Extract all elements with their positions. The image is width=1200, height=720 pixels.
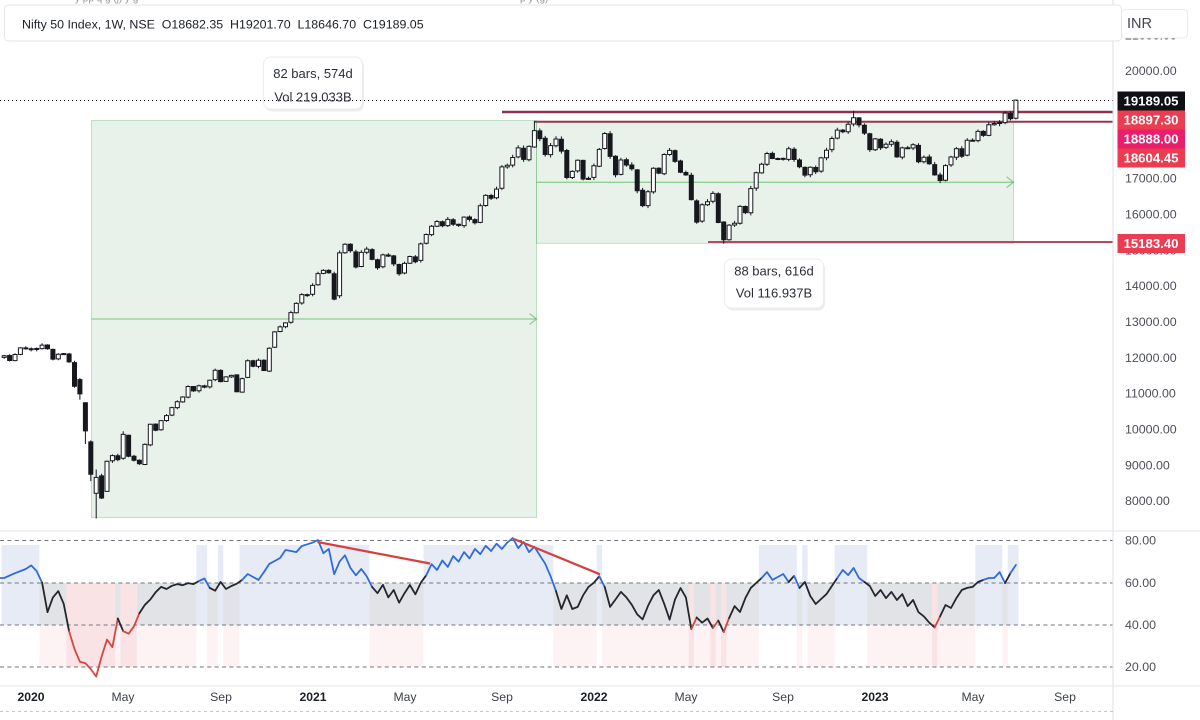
svg-text:82 bars, 574d: 82 bars, 574d: [273, 66, 353, 81]
svg-text:18888.00: 18888.00: [1123, 132, 1178, 147]
svg-text:Vol 116.937B: Vol 116.937B: [736, 286, 812, 301]
svg-text:Sep: Sep: [210, 690, 232, 704]
svg-text:20.00: 20.00: [1125, 660, 1156, 674]
svg-text:12000.00: 12000.00: [1125, 351, 1177, 365]
svg-text:May: May: [961, 690, 985, 704]
svg-text:May: May: [393, 690, 417, 704]
svg-text:16000.00: 16000.00: [1125, 208, 1177, 222]
svg-text:13000.00: 13000.00: [1125, 315, 1177, 329]
svg-text:19189.05: 19189.05: [1123, 94, 1178, 109]
svg-text:15183.40: 15183.40: [1123, 236, 1178, 251]
svg-text:Sep: Sep: [1054, 690, 1076, 704]
svg-text:20000.00: 20000.00: [1125, 64, 1177, 78]
svg-text:p y (g): p y (g): [520, 0, 548, 5]
svg-text:y pp q g (j) y g: y pp q g (j) y g: [75, 0, 138, 5]
svg-text:17000.00: 17000.00: [1125, 172, 1177, 186]
svg-text:INR: INR: [1127, 16, 1152, 32]
svg-text:60.00: 60.00: [1125, 576, 1156, 590]
svg-text:2023: 2023: [861, 690, 888, 704]
svg-text:Vol 219.033B: Vol 219.033B: [274, 90, 351, 105]
svg-text:9000.00: 9000.00: [1125, 458, 1170, 472]
svg-text:Nifty 50 Index, 1W, NSE O1868: Nifty 50 Index, 1W, NSE O18682.35 H19201…: [22, 18, 424, 32]
svg-text:2021: 2021: [299, 690, 326, 704]
svg-text:11000.00: 11000.00: [1125, 387, 1176, 401]
svg-text:18897.30: 18897.30: [1123, 113, 1178, 128]
svg-text:14000.00: 14000.00: [1125, 279, 1177, 293]
svg-text:10000.00: 10000.00: [1125, 423, 1177, 437]
svg-text:Sep: Sep: [491, 690, 513, 704]
svg-text:May: May: [111, 690, 135, 704]
svg-text:88 bars, 616d: 88 bars, 616d: [734, 264, 814, 279]
svg-text:May: May: [674, 690, 698, 704]
svg-text:40.00: 40.00: [1125, 618, 1156, 632]
svg-text:80.00: 80.00: [1125, 534, 1156, 548]
svg-text:2022: 2022: [580, 690, 607, 704]
svg-text:8000.00: 8000.00: [1125, 494, 1170, 508]
svg-text:18604.45: 18604.45: [1123, 151, 1178, 166]
svg-text:2020: 2020: [17, 690, 44, 704]
svg-text:Sep: Sep: [772, 690, 794, 704]
